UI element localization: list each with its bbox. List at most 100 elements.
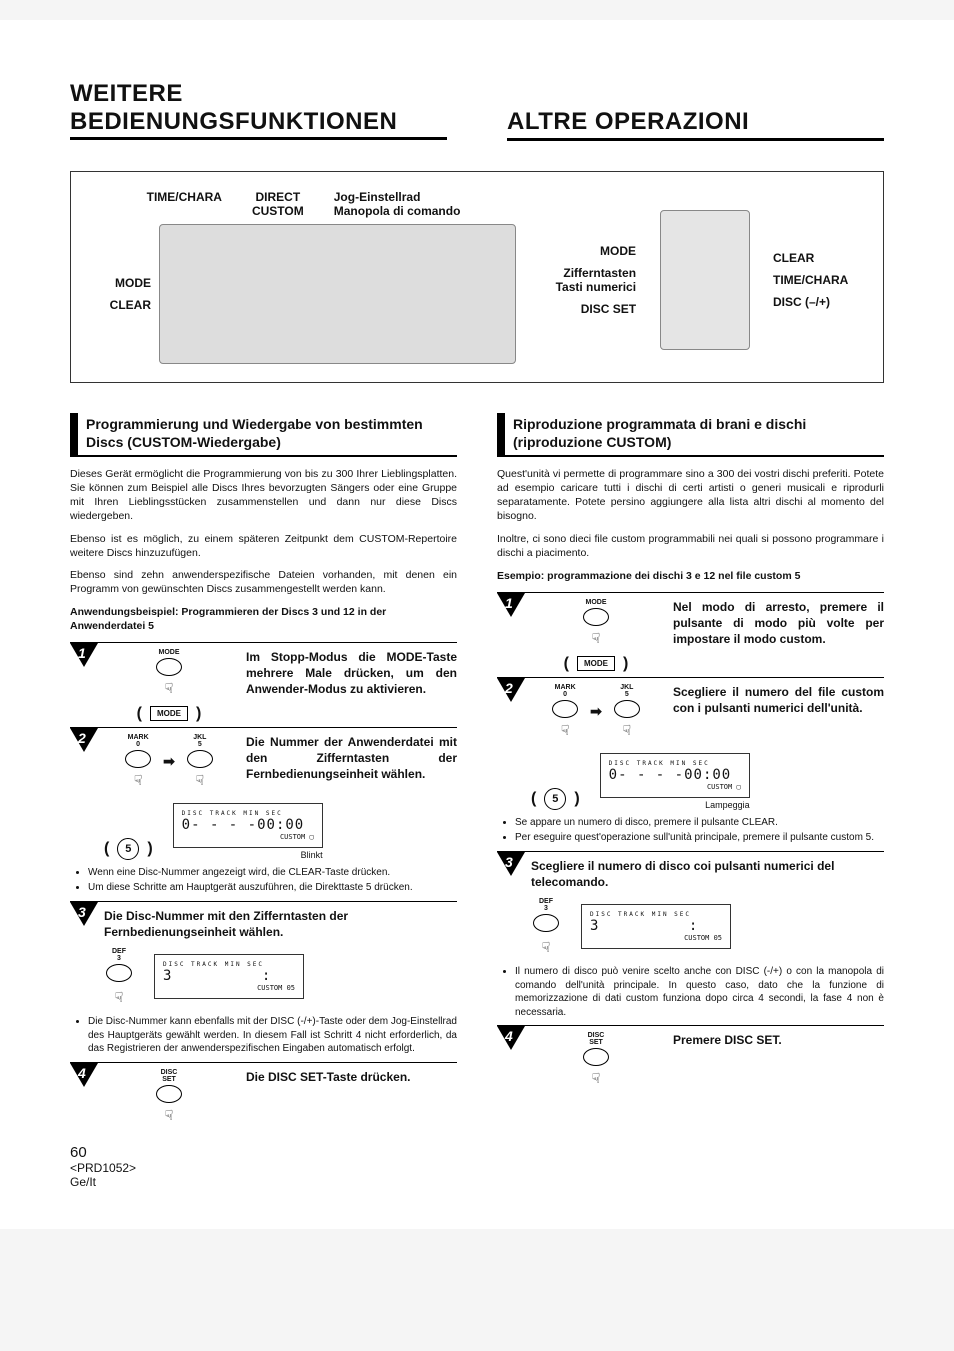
label-line: Jog-Einstellrad: [334, 190, 421, 204]
button-icon: [533, 914, 559, 932]
label-disc-set: DISC SET: [536, 302, 636, 316]
left-callouts: MODE CLEAR: [91, 276, 151, 312]
key-label: 3: [104, 955, 134, 962]
bullet: Wenn eine Disc-Nummer angezeigt wird, di…: [88, 866, 457, 880]
step-3: 3 Scegliere il numero di disco coi pulsa…: [497, 851, 884, 957]
circle-number: 5: [544, 788, 566, 810]
label-mode: MODE: [91, 276, 151, 290]
italian-column: Riproduzione programmata di brani e disc…: [497, 413, 884, 1189]
lcd-colon: :: [689, 918, 698, 934]
button-icon: [106, 964, 132, 982]
step-number-icon: 3: [497, 852, 525, 876]
lcd-labels: DISC TRACK MIN SEC: [163, 961, 295, 968]
hand-icon: ☟: [134, 772, 143, 789]
hand-icon: ☟: [542, 939, 551, 956]
lcd-disc: 3: [163, 968, 172, 984]
lcd-labels: DISC TRACK MIN SEC: [590, 911, 722, 918]
blinkt-label: Blinkt: [173, 850, 323, 860]
arrow-icon: ➡: [590, 703, 602, 720]
heading-line: WEITERE: [70, 80, 183, 107]
button-icon: [583, 608, 609, 626]
step-instruction: Die Nummer der Anwenderdatei mit den Zif…: [246, 734, 457, 789]
paren: ): [574, 790, 579, 808]
remote-image: [660, 210, 750, 350]
label-disc: DISC (–/+): [773, 295, 863, 309]
hand-icon: ☟: [115, 989, 124, 1006]
label-jog: Jog-Einstellrad Manopola di comando: [334, 190, 461, 218]
lcd-display: DISC TRACK MIN SEC 3 : CUSTOM 05: [154, 954, 304, 999]
circle-number: 5: [117, 838, 139, 860]
bullet: Die Disc-Nummer kann ebenfalls mit der D…: [88, 1015, 457, 1056]
title-italian: ALTRE OPERAZIONI: [507, 80, 884, 141]
section-heading: Riproduzione programmata di brani e disc…: [497, 413, 884, 457]
arrow-icon: ➡: [163, 753, 175, 770]
label-mode: MODE: [536, 244, 636, 258]
step-number-icon: 4: [497, 1026, 525, 1050]
lcd-custom: CUSTOM 05: [163, 984, 295, 992]
button-icon: [187, 750, 213, 768]
label-line: DIRECT: [256, 190, 301, 204]
button-icon: [125, 750, 151, 768]
step-number-icon: 2: [497, 678, 525, 702]
hand-icon: ☟: [623, 722, 632, 739]
label-time-chara: TIME/CHARA: [147, 190, 222, 218]
product-code: <PRD1052>: [70, 1161, 457, 1175]
paren: ): [623, 655, 628, 673]
lcd-display: DISC TRACK MIN SEC 3 : CUSTOM 05: [581, 904, 731, 949]
paren: (: [564, 655, 569, 673]
bullet-list: Se appare un numero di disco, premere il…: [497, 816, 884, 845]
step-number-icon: 4: [70, 1063, 98, 1087]
button-icon: [156, 1085, 182, 1103]
hand-icon: ☟: [592, 630, 601, 647]
step-visual: MODE ☟ ( MODE ): [531, 599, 661, 673]
step-3: 3 Die Disc-Nummer mit den Zifferntasten …: [70, 901, 457, 1007]
lang-code: Ge/It: [70, 1175, 457, 1189]
key-label: DEF: [531, 898, 561, 905]
device-diagram: TIME/CHARA DIRECT CUSTOM Jog-Einstellrad…: [70, 171, 884, 383]
key-label: MARK: [550, 684, 580, 691]
label-line: Manopola di comando: [334, 204, 461, 218]
label-line: Tasti numerici: [556, 280, 636, 294]
manual-page: WEITERE BEDIENUNGSFUNKTIONEN ALTRE OPERA…: [0, 20, 954, 1229]
lcd-custom: CUSTOM 05: [590, 934, 722, 942]
mode-box: MODE: [577, 656, 615, 671]
content-columns: Programmierung und Wiedergabe von bestim…: [70, 413, 884, 1189]
lcd-digits: 0- - - -00:00: [609, 767, 741, 783]
key-label: SET: [104, 1076, 234, 1083]
hand-icon: ☟: [165, 1107, 174, 1124]
step-instruction: Premere DISC SET.: [673, 1032, 884, 1087]
step-instruction: Nel modo di arresto, premere il pulsante…: [673, 599, 884, 673]
remote-right-callouts: CLEAR TIME/CHARA DISC (–/+): [773, 251, 863, 309]
key-label: DISC: [531, 1032, 661, 1039]
step-1: 1 MODE ☟ ( MODE ) Nel modo di arresto, p…: [497, 592, 884, 673]
diagram-row: MODE CLEAR: [91, 224, 516, 364]
paren: ): [147, 840, 152, 858]
button-icon: [614, 700, 640, 718]
key-label: JKL: [612, 684, 642, 691]
label-direct-custom: DIRECT CUSTOM: [252, 190, 304, 218]
key-mark-0: MARK 0 ☟: [123, 734, 153, 789]
key-label: 0: [550, 691, 580, 698]
key-jkl-5: JKL 5 ☟: [612, 684, 642, 739]
step-visual: DISC SET ☟: [531, 1032, 661, 1087]
key-def-3: DEF 3 ☟: [531, 898, 561, 957]
paren: (: [104, 840, 109, 858]
diagram-row: MODE Zifferntasten Tasti numerici DISC S…: [536, 210, 863, 350]
lcd-disc: 3: [590, 918, 599, 934]
lcd-display: DISC TRACK MIN SEC 0- - - -00:00 CUSTOM …: [173, 797, 323, 860]
step-4: 4 DISC SET ☟ Premere DISC SET.: [497, 1025, 884, 1087]
main-unit-diagram: TIME/CHARA DIRECT CUSTOM Jog-Einstellrad…: [91, 190, 516, 364]
key-label: MARK: [123, 734, 153, 741]
step-1: 1 MODE ☟ ( MODE ) Im Stopp-Modus die MOD…: [70, 642, 457, 723]
step-instruction: Scegliere il numero del file custom con …: [673, 684, 884, 739]
step-instruction: Die Disc-Nummer mit den Zifferntasten de…: [70, 908, 457, 940]
bullet-list: Il numero di disco può venire scelto anc…: [497, 965, 884, 1019]
step-visual: DISC SET ☟: [104, 1069, 234, 1124]
label-line: CUSTOM: [252, 204, 304, 218]
button-label: MODE: [531, 599, 661, 606]
heading-line: BEDIENUNGSFUNKTIONEN: [70, 108, 397, 135]
step-visual: MODE ☟ ( MODE ): [104, 649, 234, 723]
key-label: DISC: [104, 1069, 234, 1076]
label-ziffern: Zifferntasten Tasti numerici: [536, 266, 636, 294]
lcd-display: DISC TRACK MIN SEC 0- - - -00:00 CUSTOM …: [600, 747, 750, 810]
